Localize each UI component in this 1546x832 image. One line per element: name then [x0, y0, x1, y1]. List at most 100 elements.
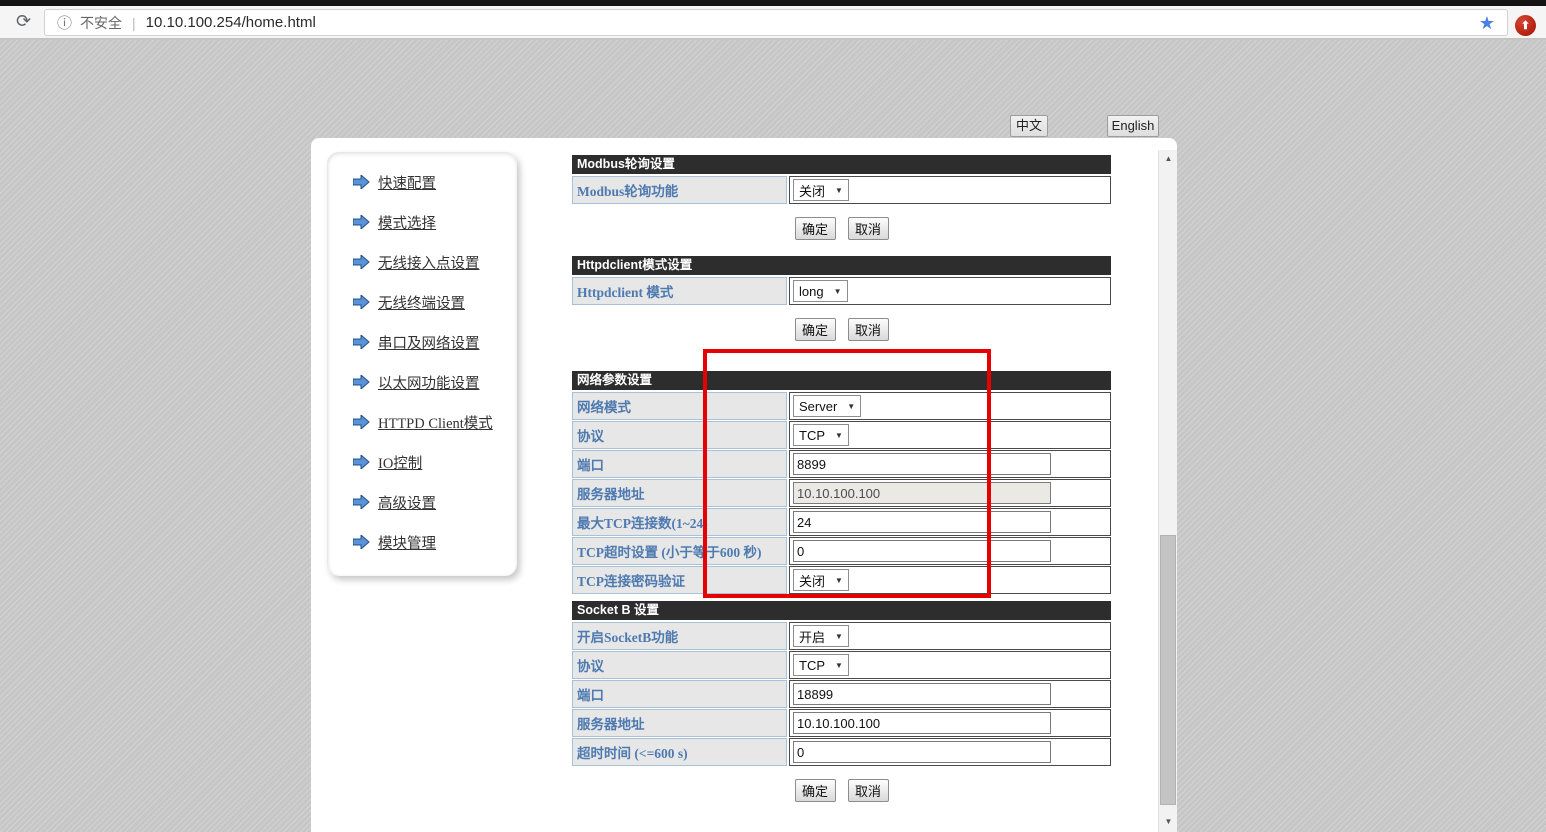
row-label: 最大TCP连接数(1~24) — [572, 508, 787, 536]
section-title: Socket B 设置 — [572, 601, 1111, 620]
tcp-password-verify-select[interactable]: 关闭 ▼ — [793, 569, 849, 591]
table-row: 服务器地址 — [572, 709, 1111, 737]
socketb-enable-select[interactable]: 开启 ▼ — [793, 625, 849, 647]
table-row: 开启SocketB功能 开启 ▼ — [572, 622, 1111, 650]
modbus-poll-select[interactable]: 关闭 ▼ — [793, 179, 849, 201]
cancel-button[interactable]: 取消 — [847, 217, 889, 240]
ok-button[interactable]: 确定 — [794, 779, 836, 802]
chevron-down-icon: ▼ — [847, 401, 856, 411]
server-address-input — [793, 482, 1051, 504]
sidebar-item-label: 无线终端设置 — [378, 295, 465, 312]
chevron-down-icon: ▼ — [835, 631, 843, 641]
sidebar-item-label: 串口及网络设置 — [378, 335, 480, 352]
scrollbar-thumb[interactable] — [1160, 535, 1176, 805]
row-value: TCP ▼ — [789, 651, 1111, 679]
sidebar-item-mode-select[interactable]: 模式选择 — [327, 202, 517, 242]
table-row: 端口 — [572, 680, 1111, 708]
table-row: 最大TCP连接数(1~24) — [572, 508, 1111, 536]
row-label: Modbus轮询功能 — [572, 176, 787, 204]
sidebar-item-label: HTTPD Client模式 — [378, 415, 493, 432]
row-label: TCP超时设置 (小于等于600 秒) — [572, 537, 787, 565]
content-scrollbar[interactable]: ▲ ▼ — [1158, 150, 1177, 832]
table-row: 端口 — [572, 450, 1111, 478]
protocol-select[interactable]: TCP ▼ — [793, 424, 849, 446]
arrow-icon — [353, 415, 370, 429]
security-label: 不安全 — [80, 14, 123, 31]
bookmark-star-icon[interactable]: ★ — [1478, 13, 1495, 33]
sidebar-item-advanced[interactable]: 高级设置 — [327, 482, 517, 522]
arrow-icon — [353, 535, 370, 549]
row-value — [789, 738, 1111, 766]
sidebar-item-httpd-client[interactable]: HTTPD Client模式 — [327, 402, 517, 442]
cancel-button[interactable]: 取消 — [847, 318, 889, 341]
chevron-down-icon: ▼ — [835, 430, 843, 440]
section-title: 网络参数设置 — [572, 371, 1111, 390]
sidebar-item-module-manage[interactable]: 模块管理 — [327, 522, 517, 562]
reload-icon[interactable]: ⟳ — [16, 11, 32, 31]
button-row: 确定 取消 — [572, 217, 1111, 240]
table-row: 网络模式 Server ▼ — [572, 392, 1111, 420]
row-value — [789, 508, 1111, 536]
row-label: 协议 — [572, 651, 787, 679]
sidebar-item-label: IO控制 — [378, 455, 423, 472]
socketb-port-input[interactable] — [793, 683, 1051, 705]
row-value — [789, 537, 1111, 565]
ok-button[interactable]: 确定 — [794, 217, 836, 240]
sidebar-item-sta-settings[interactable]: 无线终端设置 — [327, 282, 517, 322]
button-row: 确定 取消 — [572, 779, 1111, 802]
chevron-down-icon: ▼ — [835, 660, 843, 670]
sidebar-item-label: 无线接入点设置 — [378, 255, 480, 272]
socketb-protocol-select[interactable]: TCP ▼ — [793, 654, 849, 676]
sidebar-item-quick-config[interactable]: 快速配置 — [327, 162, 517, 202]
arrow-icon — [353, 295, 370, 309]
row-label: 端口 — [572, 680, 787, 708]
cancel-button[interactable]: 取消 — [847, 779, 889, 802]
socketb-timeout-input[interactable] — [793, 741, 1051, 763]
tcp-timeout-input[interactable] — [793, 540, 1051, 562]
language-english-button[interactable]: English — [1107, 115, 1159, 137]
scroll-up-icon[interactable]: ▲ — [1164, 154, 1173, 163]
row-label: Httpdclient 模式 — [572, 277, 787, 305]
section-httpdclient: Httpdclient模式设置 Httpdclient 模式 long ▼ 确定… — [572, 256, 1111, 341]
row-label: 网络模式 — [572, 392, 787, 420]
table-row: Modbus轮询功能 关闭 ▼ — [572, 176, 1111, 204]
sidebar-item-label: 模块管理 — [378, 535, 436, 552]
address-bar[interactable]: ⓘ 不安全 | 10.10.100.254/home.html ★ — [44, 9, 1508, 36]
sidebar-item-uart-network[interactable]: 串口及网络设置 — [327, 322, 517, 362]
chevron-down-icon: ▼ — [835, 185, 843, 195]
row-label: 端口 — [572, 450, 787, 478]
network-mode-select[interactable]: Server ▼ — [793, 395, 862, 417]
extension-icon[interactable]: ⬆ — [1515, 15, 1536, 36]
table-row: 协议 TCP ▼ — [572, 651, 1111, 679]
section-title: Httpdclient模式设置 — [572, 256, 1111, 275]
chevron-down-icon: ▼ — [835, 575, 843, 585]
scroll-down-icon[interactable]: ▼ — [1164, 817, 1173, 826]
row-label: 协议 — [572, 421, 787, 449]
section-socket-b: Socket B 设置 开启SocketB功能 开启 ▼ 协议 TCP ▼ 端口… — [572, 601, 1111, 802]
ok-button[interactable]: 确定 — [794, 318, 836, 341]
sidebar-item-label: 模式选择 — [378, 215, 436, 232]
httpdclient-mode-select[interactable]: long ▼ — [793, 280, 848, 302]
max-tcp-connections-input[interactable] — [793, 511, 1051, 533]
socketb-server-address-input[interactable] — [793, 712, 1051, 734]
sidebar-item-ap-settings[interactable]: 无线接入点设置 — [327, 242, 517, 282]
arrow-icon — [353, 375, 370, 389]
arrow-icon — [353, 335, 370, 349]
sidebar-item-label: 高级设置 — [378, 495, 436, 512]
table-row: 协议 TCP ▼ — [572, 421, 1111, 449]
row-value: TCP ▼ — [789, 421, 1111, 449]
row-value: Server ▼ — [789, 392, 1111, 420]
language-chinese-button[interactable]: 中文 — [1010, 115, 1048, 137]
row-label: TCP连接密码验证 — [572, 566, 787, 594]
sidebar-item-label: 以太网功能设置 — [378, 375, 480, 392]
section-title: Modbus轮询设置 — [572, 155, 1111, 174]
sidebar-item-io-control[interactable]: IO控制 — [327, 442, 517, 482]
info-icon[interactable]: ⓘ — [57, 15, 73, 32]
address-divider: | — [132, 14, 136, 31]
url-text[interactable]: 10.10.100.254/home.html — [145, 14, 316, 31]
sidebar-item-ethernet[interactable]: 以太网功能设置 — [327, 362, 517, 402]
chevron-down-icon: ▼ — [833, 286, 842, 296]
row-value: 关闭 ▼ — [789, 176, 1111, 204]
port-input[interactable] — [793, 453, 1051, 475]
row-value — [789, 709, 1111, 737]
